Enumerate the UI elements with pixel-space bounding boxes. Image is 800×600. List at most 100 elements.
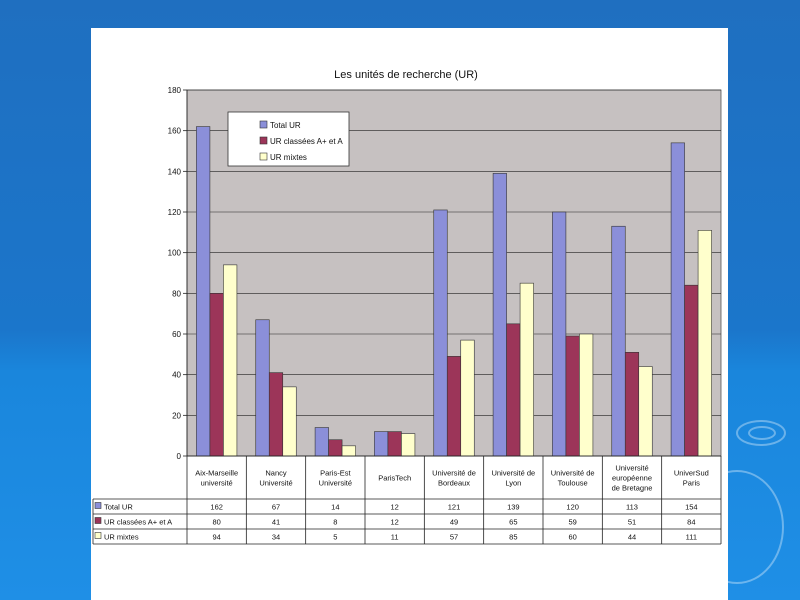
bar-classees: [684, 284, 699, 457]
table-row-header: UR mixtes: [104, 533, 139, 542]
data-label-mixtes: 85: [509, 533, 517, 542]
data-label-mixtes: 94: [212, 533, 220, 542]
category-label: Bordeaux: [438, 479, 470, 488]
category-label: Nancy: [265, 469, 287, 478]
data-label-classees: 51: [628, 518, 636, 527]
bar-total: [611, 225, 626, 457]
bar-total: [670, 142, 685, 457]
data-label-total: 67: [272, 503, 280, 512]
data-label-total: 154: [685, 503, 698, 512]
data-label-mixtes: 11: [391, 533, 399, 542]
data-label-mixtes: 5: [333, 533, 337, 542]
bar-total: [433, 209, 448, 457]
bar-classees: [565, 335, 580, 457]
category-label: Paris: [683, 479, 700, 488]
bar-mixtes: [223, 264, 238, 457]
y-tick-label: 160: [168, 127, 182, 136]
y-tick-label: 80: [172, 289, 181, 298]
category-label: Université de: [432, 469, 476, 478]
data-label-classees: 8: [333, 518, 337, 527]
bar-mixtes: [282, 386, 297, 457]
data-label-classees: 41: [272, 518, 280, 527]
category-label: Toulouse: [558, 479, 588, 488]
bar-mixtes: [697, 230, 712, 457]
data-label-total: 121: [448, 503, 461, 512]
table-row-header: Total UR: [104, 503, 133, 512]
bar-mixtes: [638, 366, 653, 457]
legend-swatch-total: [259, 120, 268, 129]
table-swatch-classees: [94, 517, 102, 524]
bar-mixtes: [519, 282, 534, 457]
chart-title: Les unités de recherche (UR): [334, 69, 478, 81]
data-label-classees: 49: [450, 518, 458, 527]
ripple-decoration: [748, 426, 776, 440]
bar-total: [314, 427, 329, 457]
category-label: Université: [615, 464, 648, 473]
category-label: UniverSud: [674, 469, 709, 478]
bar-classees: [209, 293, 224, 457]
bar-mixtes: [579, 333, 594, 457]
bar-total: [492, 173, 507, 457]
bar-total: [196, 126, 211, 457]
category-label: Université: [259, 479, 292, 488]
table-swatch-mixtes: [94, 532, 102, 539]
data-label-mixtes: 60: [568, 533, 576, 542]
bar-total: [255, 319, 270, 457]
data-label-mixtes: 57: [450, 533, 458, 542]
category-label: Université de: [551, 469, 595, 478]
category-label: université: [201, 479, 233, 488]
slide-card: Les unités de recherche (UR) 0 20 40 60 80 10…: [91, 28, 728, 600]
data-label-classees: 59: [568, 518, 576, 527]
data-label-classees: 12: [390, 518, 398, 527]
data-label-total: 120: [566, 503, 579, 512]
legend-label-mixtes: UR mixtes: [270, 153, 307, 162]
y-tick-label: 60: [172, 330, 181, 339]
bar-total: [374, 431, 389, 457]
data-label-total: 113: [626, 503, 638, 512]
data-label-total: 162: [210, 503, 223, 512]
y-tick-label: 100: [168, 249, 182, 258]
y-tick-label: 40: [172, 371, 181, 380]
data-label-mixtes: 111: [686, 533, 697, 542]
table-row-header: UR classées A+ et A: [104, 518, 172, 527]
legend-box: [227, 111, 350, 167]
bar-classees: [268, 372, 284, 457]
bar-mixtes: [401, 433, 416, 457]
data-label-classees: 84: [687, 518, 695, 527]
data-label-total: 12: [390, 503, 398, 512]
category-label: ParisTech: [378, 474, 411, 483]
bar-classees: [624, 351, 640, 457]
legend-label-total: Total UR: [270, 121, 301, 130]
legend-label-classees: UR classées A+ et A: [270, 137, 343, 146]
y-tick-label: 140: [168, 167, 182, 176]
y-tick-label: 120: [168, 208, 182, 217]
bar-chart: Les unités de recherche (UR) 0 20 40 60 80 10…: [92, 69, 722, 545]
category-label: Lyon: [505, 479, 521, 488]
y-tick-label: 0: [177, 452, 182, 461]
bar-classees: [328, 439, 343, 457]
category-label: européenne: [612, 474, 652, 483]
bar-classees: [387, 431, 402, 457]
ripple-decoration: [736, 420, 786, 446]
category-label: Université: [319, 479, 352, 488]
table-swatch-total: [94, 502, 102, 509]
data-label-classees: 65: [509, 518, 517, 527]
data-label-classees: 80: [212, 518, 220, 527]
bar-total: [552, 211, 567, 457]
category-label: Paris-Est: [320, 469, 351, 478]
y-tick-label: 180: [168, 86, 182, 95]
legend-swatch-mixtes: [259, 152, 268, 161]
legend-swatch-classees: [259, 136, 268, 145]
category-label: Université de: [491, 469, 535, 478]
bar-mixtes: [460, 339, 475, 457]
category-label: Aix-Marseille: [195, 469, 238, 478]
data-label-mixtes: 44: [628, 533, 636, 542]
category-label: de Bretagne: [612, 484, 653, 493]
bar-classees: [506, 323, 521, 457]
bar-mixtes: [341, 445, 356, 457]
bar-classees: [446, 356, 462, 457]
data-label-mixtes: 34: [272, 533, 280, 542]
data-label-total: 14: [331, 503, 339, 512]
y-tick-label: 20: [172, 411, 181, 420]
data-label-total: 139: [507, 503, 520, 512]
